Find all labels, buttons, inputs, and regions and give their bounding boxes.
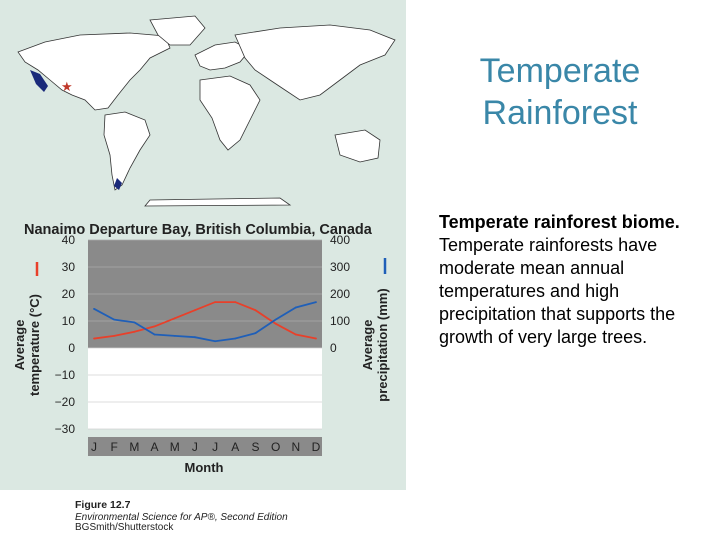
temperature-point xyxy=(254,309,257,312)
month-label: A xyxy=(231,440,239,454)
month-label: S xyxy=(251,440,259,454)
map-africa xyxy=(199,75,261,151)
temperature-point xyxy=(194,309,196,312)
map-rainforest-regions xyxy=(30,70,122,190)
temperature-point xyxy=(153,325,156,328)
month-label: N xyxy=(291,440,300,454)
left-tick-label: −10 xyxy=(55,368,76,382)
precipitation-series-line xyxy=(93,301,317,343)
map-antarctica xyxy=(144,197,292,207)
slide-body-lead: Temperate rainforest biome. xyxy=(439,212,680,232)
left-tick-label: 30 xyxy=(62,260,76,274)
left-tick-label: 0 xyxy=(68,341,75,355)
right-tick-label: 0 xyxy=(330,341,337,355)
svg-text:Average: Average xyxy=(12,320,27,371)
month-label: J xyxy=(91,440,97,454)
temperature-point xyxy=(274,322,277,325)
right-tick-label: 100 xyxy=(330,314,350,328)
precipitation-point xyxy=(254,332,257,335)
temperature-point xyxy=(133,330,136,333)
right-axis-label: Average precipitation (mm) xyxy=(360,288,390,401)
temperature-points xyxy=(93,301,317,340)
left-tick-label: 20 xyxy=(62,287,76,301)
precipitation-point xyxy=(234,337,237,340)
left-tick-label: −30 xyxy=(55,422,76,436)
slide-body: Temperate rainforest biome. Temperate ra… xyxy=(439,211,709,349)
temperature-point xyxy=(214,301,216,303)
figure-caption-title: Figure 12.7 xyxy=(75,499,131,511)
temperature-point xyxy=(234,301,237,303)
precipitation-point xyxy=(93,307,95,310)
left-tick-label: −20 xyxy=(55,395,76,409)
svg-text:precipitation (mm): precipitation (mm) xyxy=(375,288,390,401)
month-label: O xyxy=(271,440,280,454)
month-label: D xyxy=(312,440,321,454)
precipitation-point xyxy=(214,340,216,343)
precipitation-points xyxy=(93,301,317,343)
map-south-america xyxy=(103,111,151,191)
map-europe xyxy=(194,41,251,71)
figure-caption-source: Environmental Science for AP®, Second Ed… xyxy=(75,512,288,523)
map-asia xyxy=(234,24,396,101)
left-tick-label: 40 xyxy=(62,233,76,247)
precipitation-point xyxy=(274,318,277,321)
figure-caption-credit: BGSmith/Shutterstock xyxy=(75,522,174,533)
svg-text:Average: Average xyxy=(360,320,375,371)
map-greenland xyxy=(149,15,206,46)
temperature-point xyxy=(113,334,116,337)
left-axis-label: Average temperature (°C) xyxy=(12,294,42,396)
precipitation-point xyxy=(173,334,176,337)
month-label: J xyxy=(212,440,218,454)
map-north-america xyxy=(17,32,171,111)
map-australia xyxy=(334,129,381,163)
month-label: J xyxy=(192,440,198,454)
map-location-marker: ★ xyxy=(61,80,73,95)
precipitation-point xyxy=(133,321,136,324)
svg-text:temperature (°C): temperature (°C) xyxy=(27,294,42,396)
climate-chart: Nanaimo Departure Bay, British Columbia,… xyxy=(12,222,390,475)
precipitation-point xyxy=(153,333,156,336)
precipitation-point xyxy=(315,301,317,303)
month-label: M xyxy=(170,440,180,454)
right-tick-label: 300 xyxy=(330,260,350,274)
right-tick-label: 400 xyxy=(330,233,350,247)
month-label: A xyxy=(151,440,159,454)
slide-body-text: Temperate rainforests have moderate mean… xyxy=(439,235,676,347)
world-map: ★ xyxy=(17,15,396,207)
x-axis-label: Month xyxy=(185,460,224,475)
right-axis-ticks: 400 300 200 100 0 xyxy=(330,233,350,355)
precipitation-point xyxy=(113,318,116,321)
temperature-point xyxy=(315,337,317,340)
left-axis-ticks: 40 30 20 10 0 −10 −20 −30 xyxy=(55,233,76,436)
left-tick-label: 10 xyxy=(62,314,76,328)
month-label: F xyxy=(111,440,118,454)
precipitation-point xyxy=(194,336,196,339)
right-tick-label: 200 xyxy=(330,287,350,301)
temperature-point xyxy=(294,333,297,336)
temperature-series-line xyxy=(93,301,317,340)
month-axis-band xyxy=(88,437,322,456)
precipitation-point xyxy=(294,306,297,309)
month-label: M xyxy=(129,440,139,454)
wet-region xyxy=(88,348,322,429)
gridlines xyxy=(88,239,322,430)
slide-title: Temperate Rainforest xyxy=(479,52,641,132)
chart-title: Nanaimo Departure Bay, British Columbia,… xyxy=(24,222,373,238)
month-band-bg xyxy=(88,437,322,456)
temperature-point xyxy=(173,317,176,320)
temperature-point xyxy=(93,337,95,340)
